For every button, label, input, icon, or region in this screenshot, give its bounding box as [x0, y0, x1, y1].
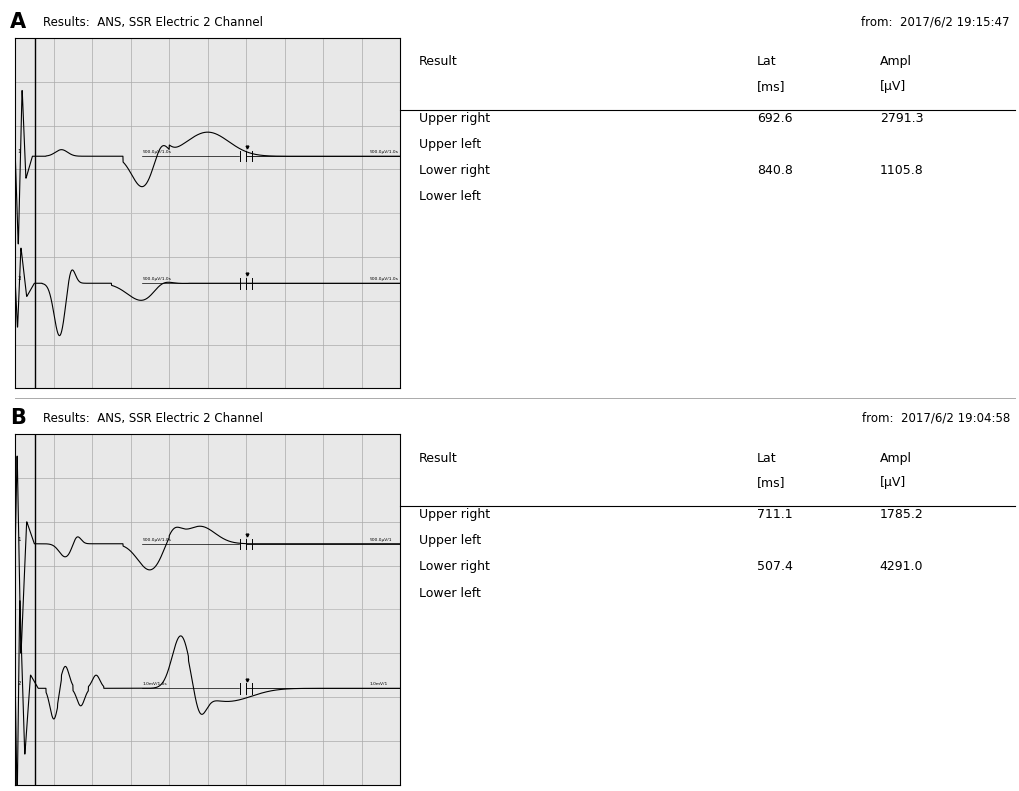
Text: B: B — [10, 408, 26, 429]
Text: 500.0μV/1.0s: 500.0μV/1.0s — [143, 150, 171, 154]
Text: Result: Result — [418, 55, 457, 69]
Text: 1: 1 — [17, 536, 20, 542]
Text: 3: 3 — [17, 276, 20, 281]
Text: [μV]: [μV] — [878, 476, 905, 490]
Text: Upper right: Upper right — [418, 508, 489, 520]
Text: Lat: Lat — [756, 452, 775, 465]
Text: Result: Result — [418, 452, 457, 465]
Text: Upper right: Upper right — [418, 112, 489, 124]
Text: 840.8: 840.8 — [756, 164, 792, 177]
Text: 1785.2: 1785.2 — [878, 508, 922, 520]
Text: 1: 1 — [17, 149, 20, 154]
Text: [ms]: [ms] — [756, 476, 785, 490]
Text: 1.0mV/1: 1.0mV/1 — [369, 682, 387, 686]
Text: Lower left: Lower left — [418, 587, 480, 600]
Text: Results:  ANS, SSR Electric 2 Channel: Results: ANS, SSR Electric 2 Channel — [43, 16, 263, 28]
Text: 500.0μV/1.0s: 500.0μV/1.0s — [143, 277, 171, 281]
Text: Ampl: Ampl — [878, 452, 911, 465]
Text: Upper left: Upper left — [418, 138, 480, 151]
Text: [ms]: [ms] — [756, 80, 785, 93]
Text: Ampl: Ampl — [878, 55, 911, 69]
Text: 1105.8: 1105.8 — [878, 164, 922, 177]
Text: 500.0μV/1: 500.0μV/1 — [369, 538, 391, 542]
Text: from:  2017/6/2 19:04:58: from: 2017/6/2 19:04:58 — [861, 412, 1009, 425]
Text: Lower right: Lower right — [418, 164, 489, 177]
Text: 507.4: 507.4 — [756, 560, 792, 573]
Text: 4291.0: 4291.0 — [878, 560, 922, 573]
Text: 500.0μV/1.0s: 500.0μV/1.0s — [369, 150, 397, 154]
Text: Results:  ANS, SSR Electric 2 Channel: Results: ANS, SSR Electric 2 Channel — [43, 412, 263, 425]
Text: 1.0mV/1.0s: 1.0mV/1.0s — [143, 682, 167, 686]
Text: Lower left: Lower left — [418, 191, 480, 203]
Text: A: A — [10, 12, 26, 32]
Text: 500.0μV/1.0s: 500.0μV/1.0s — [369, 277, 397, 281]
Text: Lat: Lat — [756, 55, 775, 69]
Text: Lower right: Lower right — [418, 560, 489, 573]
Text: from:  2017/6/2 19:15:47: from: 2017/6/2 19:15:47 — [861, 16, 1009, 28]
Text: [μV]: [μV] — [878, 80, 905, 93]
Text: 2791.3: 2791.3 — [878, 112, 922, 124]
Text: 692.6: 692.6 — [756, 112, 792, 124]
Text: 711.1: 711.1 — [756, 508, 792, 520]
Text: 500.0μV/1.0s: 500.0μV/1.0s — [143, 538, 171, 542]
Text: Upper left: Upper left — [418, 534, 480, 547]
Text: 2: 2 — [17, 681, 20, 686]
